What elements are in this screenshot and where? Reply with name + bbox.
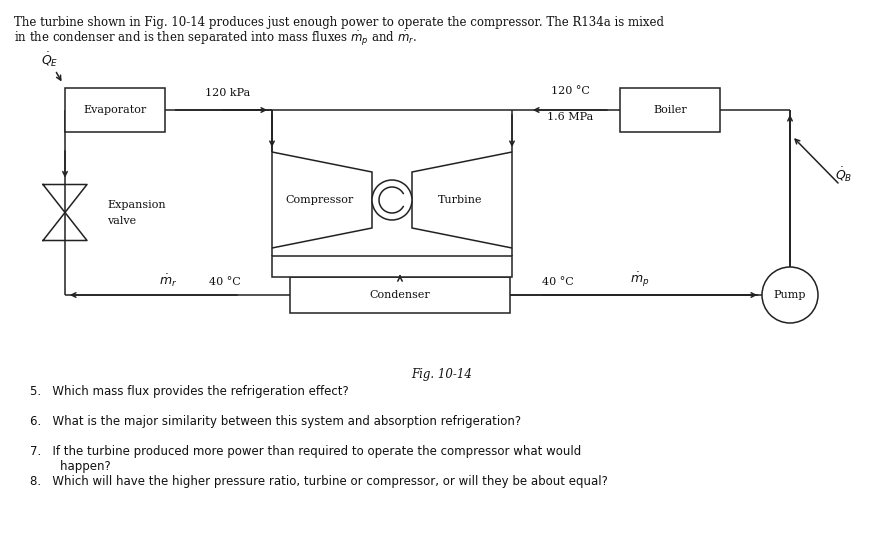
Text: $\dot{Q}_B$: $\dot{Q}_B$ [835, 166, 852, 184]
Text: The turbine shown in Fig. 10-14 produces just enough power to operate the compre: The turbine shown in Fig. 10-14 produces… [14, 16, 664, 29]
Text: Fig. 10-14: Fig. 10-14 [412, 368, 472, 381]
Text: $\dot{m}_p$: $\dot{m}_p$ [630, 270, 650, 289]
Text: $\dot{Q}_E$: $\dot{Q}_E$ [42, 50, 58, 70]
Text: Pump: Pump [774, 290, 806, 300]
Circle shape [372, 180, 412, 220]
Bar [620, 88, 720, 132]
Text: 8.   Which will have the higher pressure ratio, turbine or compressor, or will t: 8. Which will have the higher pressure r… [30, 475, 608, 488]
Text: Expansion: Expansion [107, 199, 165, 210]
Bar [272, 256, 512, 277]
Text: in the condenser and is then separated into mass fluxes $\dot{m}_p$ and $\dot{m}: in the condenser and is then separated i… [14, 30, 417, 48]
Text: 7.   If the turbine produced more power than required to operate the compressor : 7. If the turbine produced more power th… [30, 445, 582, 473]
Text: Boiler: Boiler [653, 105, 687, 115]
Circle shape [762, 267, 818, 323]
Text: Condenser: Condenser [370, 290, 431, 300]
Polygon shape [412, 152, 512, 248]
Bar [290, 277, 510, 313]
Text: 5.   Which mass flux provides the refrigeration effect?: 5. Which mass flux provides the refriger… [30, 385, 349, 398]
Text: $\dot{m}_r$: $\dot{m}_r$ [159, 273, 177, 289]
Text: 120 °C: 120 °C [551, 86, 590, 96]
Text: 1.6 MPa: 1.6 MPa [547, 112, 593, 122]
Text: 40 °C: 40 °C [542, 277, 574, 287]
Text: 6.   What is the major similarity between this system and absorption refrigerati: 6. What is the major similarity between … [30, 415, 522, 428]
Text: Compressor: Compressor [286, 195, 354, 205]
Text: Evaporator: Evaporator [83, 105, 147, 115]
Text: valve: valve [107, 216, 136, 225]
Text: 40 °C: 40 °C [210, 277, 240, 287]
Polygon shape [272, 152, 372, 248]
Text: 120 kPa: 120 kPa [205, 88, 251, 98]
Bar [65, 88, 165, 132]
Text: Turbine: Turbine [438, 195, 483, 205]
